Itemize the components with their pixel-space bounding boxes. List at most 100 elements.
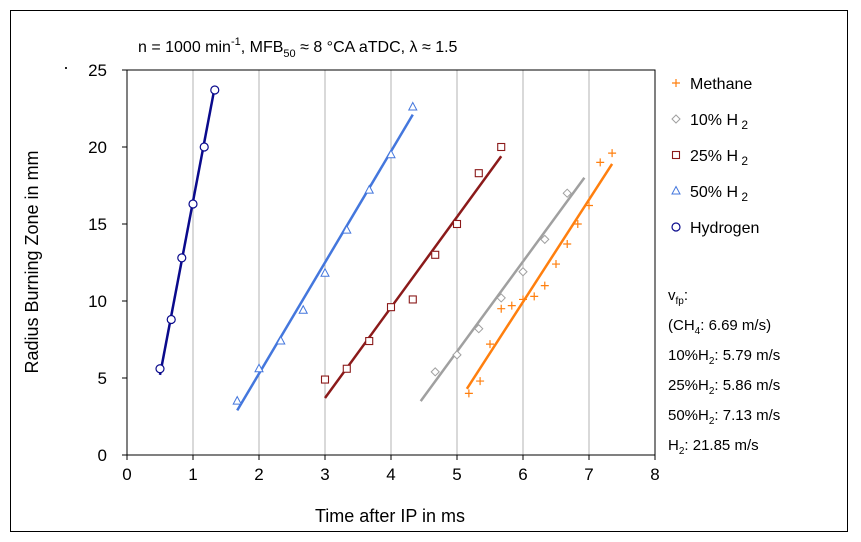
data-point	[596, 158, 605, 167]
y-axis-title: Radius Burning Zone in mm	[22, 150, 42, 373]
data-point	[232, 395, 243, 405]
data-point	[407, 101, 418, 111]
data-point	[474, 169, 483, 178]
data-point	[342, 364, 351, 373]
legend-marker	[671, 222, 681, 232]
data-point	[430, 367, 440, 377]
legend-marker	[671, 150, 681, 160]
x-tick-label: 4	[386, 465, 395, 484]
data-point	[518, 267, 528, 277]
x-tick-label: 1	[188, 465, 197, 484]
data-point	[540, 234, 550, 245]
x-tick-label: 8	[650, 465, 659, 484]
legend-label: Hydrogen	[690, 220, 759, 237]
data-point	[540, 281, 549, 290]
data-point	[155, 364, 165, 374]
legend-marker	[671, 114, 681, 124]
annotation-line: 50%H2: 7.13 m/s	[668, 407, 780, 427]
annotation-heading: vfp:	[668, 287, 688, 307]
data-point	[563, 240, 572, 249]
data-point	[464, 389, 473, 398]
chart-frame	[10, 10, 848, 532]
series-3	[232, 101, 418, 411]
data-point	[497, 142, 506, 152]
fit-line	[465, 163, 614, 390]
legend-label: 50% H 2	[690, 184, 748, 204]
data-point	[452, 219, 462, 229]
annotation-line: (CH4: 6.69 m/s)	[668, 317, 771, 337]
series-4	[155, 85, 220, 376]
fit-line	[236, 114, 414, 411]
title-sub: 50	[283, 48, 295, 60]
data-point	[573, 220, 582, 228]
data-marks	[155, 85, 617, 411]
axes: 0 1 2 3 4 5 6 7 8 0 5 10 15 20 25	[88, 61, 660, 484]
data-point	[177, 253, 187, 263]
y-tick-label: 10	[88, 292, 107, 311]
fit-line	[323, 155, 503, 399]
data-point	[365, 336, 374, 346]
x-tick-label: 7	[584, 465, 593, 484]
series-2	[320, 142, 506, 399]
data-point	[474, 324, 484, 334]
series-1	[419, 177, 586, 402]
title-part-2: , MFB	[241, 39, 284, 56]
legend-marker	[672, 79, 680, 87]
series-0	[464, 149, 617, 398]
y-tick-label: 25	[88, 61, 107, 80]
data-point	[386, 149, 396, 159]
data-point	[452, 350, 462, 360]
data-point	[275, 335, 286, 345]
title-part-1: n = 1000 min	[138, 39, 231, 56]
legend-label: 25% H 2	[690, 148, 748, 168]
fit-line	[419, 177, 586, 402]
x-tick-label: 2	[254, 465, 263, 484]
data-point	[199, 142, 209, 152]
data-point	[431, 250, 440, 259]
data-point	[530, 292, 539, 301]
data-point	[320, 267, 330, 277]
title-part-3: ≈ 8 °CA aTDC, λ ≈ 1.5	[296, 39, 458, 56]
data-point	[320, 375, 330, 384]
annotation-line: 25%H2: 5.86 m/s	[668, 377, 780, 397]
data-point	[552, 260, 560, 269]
data-point	[497, 304, 506, 313]
legend: Methane 10% H 2 25% H 2 50% H 2 Hydrogen	[671, 76, 759, 237]
y-tick-label: 15	[88, 215, 107, 234]
grid-lines	[192, 70, 590, 455]
x-tick-label: 3	[320, 465, 329, 484]
data-point	[608, 149, 617, 158]
data-point	[254, 363, 264, 373]
x-tick-label: 5	[452, 465, 461, 484]
title-sup: -1	[231, 36, 241, 48]
annotation-line: H2: 21.85 m/s	[668, 437, 759, 457]
data-point	[585, 201, 593, 210]
data-point	[476, 377, 485, 386]
data-point	[386, 303, 396, 312]
data-point	[519, 295, 527, 304]
data-point	[298, 304, 309, 314]
y-tick-label: 5	[98, 369, 107, 388]
data-point	[486, 340, 494, 349]
y-tick-label: 20	[88, 138, 107, 157]
data-point	[408, 295, 417, 304]
stray-mark: ·	[63, 57, 69, 77]
chart-title: n = 1000 min-1, MFB50 ≈ 8 °CA aTDC, λ ≈ …	[138, 36, 458, 60]
data-point	[364, 184, 375, 194]
legend-label: 10% H 2	[690, 112, 748, 132]
annotation-line: 10%H2: 5.79 m/s	[668, 347, 780, 367]
data-point	[507, 301, 516, 310]
x-axis-title: Time after IP in ms	[315, 506, 465, 526]
velocity-annotation: vfp: (CH4: 6.69 m/s) 10%H2: 5.79 m/s 25%H2:…	[668, 287, 780, 457]
data-point	[562, 188, 572, 198]
fit-line	[158, 86, 217, 376]
legend-label: Methane	[690, 76, 752, 93]
data-point	[210, 85, 220, 95]
y-tick-label: 0	[98, 446, 107, 465]
data-point	[166, 314, 176, 325]
data-point	[496, 293, 506, 303]
legend-marker	[671, 185, 681, 195]
x-tick-label: 6	[518, 465, 527, 484]
x-tick-label: 0	[122, 465, 131, 484]
